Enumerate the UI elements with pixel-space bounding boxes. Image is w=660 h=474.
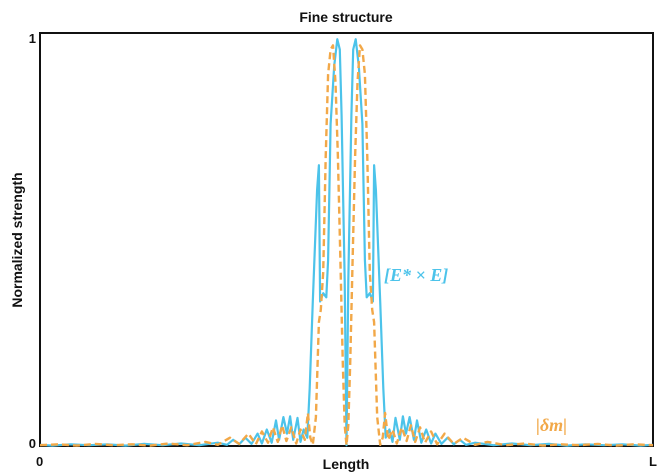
series-line-0 [39,38,654,447]
y-axis-label: Normalized strength [9,172,25,307]
y-tick-label-1: 1 [29,31,36,46]
series-layer [39,38,654,447]
series-label-delta-m: |δm| [536,415,567,435]
tick-layer: 0 L 0 1 [29,31,657,469]
series-label-e-star-e: [E* × E] [384,265,448,285]
x-tick-label-0: 0 [36,454,43,469]
x-tick-label-1: L [649,454,657,469]
y-tick-label-0: 0 [29,436,36,451]
chart-title: Fine structure [299,9,393,25]
x-axis-label: Length [323,456,370,472]
series-line-1 [39,44,654,447]
